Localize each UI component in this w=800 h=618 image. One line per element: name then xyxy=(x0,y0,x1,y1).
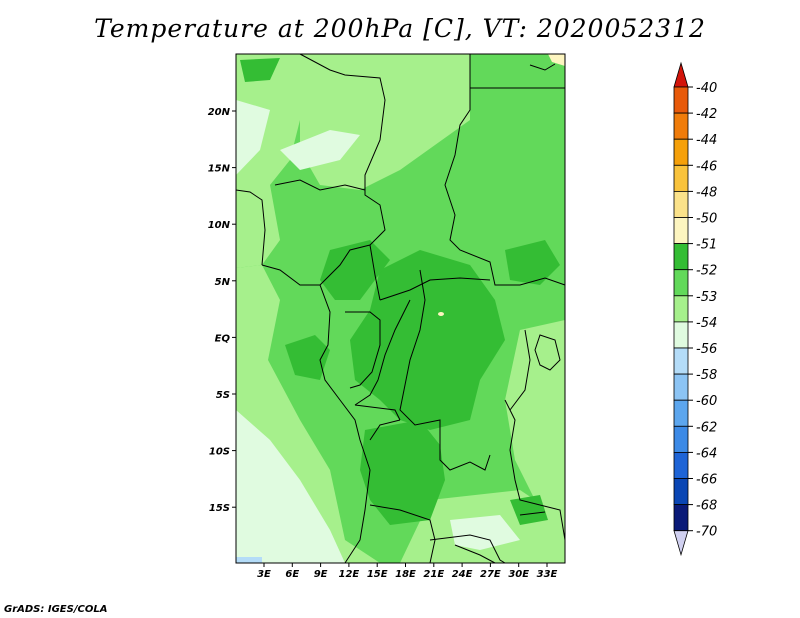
field-zone-warm-corner xyxy=(548,54,565,66)
longitude-labels: 3E 6E 9E 12E 15E 18E 21E 24E 27E 30E 33E xyxy=(257,569,557,580)
field-zone-52-northeast xyxy=(505,240,560,285)
colorbar-label: -46 xyxy=(696,159,717,174)
colorbar-swatch xyxy=(673,295,689,323)
colorbar-swatch xyxy=(673,86,689,114)
lon-label: 6E xyxy=(285,569,299,580)
colorbar-label: -58 xyxy=(696,368,717,383)
colorbar-label: -53 xyxy=(696,290,717,305)
field-zone-52-central xyxy=(350,250,505,430)
lat-label: 20N xyxy=(208,107,231,118)
colorbar-swatch xyxy=(673,138,689,166)
colorbar-bottom-arrow xyxy=(673,530,689,557)
colorbar-swatch xyxy=(673,451,689,479)
lon-label: 27E xyxy=(480,569,501,580)
field-zone-warm-spot xyxy=(438,312,444,316)
lon-label: 3E xyxy=(257,569,271,580)
colorbar-label: -44 xyxy=(696,133,717,148)
colorbar-swatch xyxy=(673,112,689,140)
colorbar-label: -56 xyxy=(696,342,717,357)
chart-title: Temperature at 200hPa [C], VT: 202005231… xyxy=(94,14,706,43)
colorbar-label: -64 xyxy=(696,446,717,461)
latitude-labels: 20N 15N 10N 5N EQ 5S 10S 15S xyxy=(208,107,231,514)
lon-label: 30E xyxy=(508,569,529,580)
colorbar-label: -70 xyxy=(696,525,717,540)
colorbar-label: -42 xyxy=(696,107,717,122)
field-zone-58-corner xyxy=(236,557,262,563)
colorbar-label: -48 xyxy=(696,185,717,200)
lat-label: 10S xyxy=(209,447,230,458)
lat-label: EQ xyxy=(215,333,231,344)
lat-label: 5N xyxy=(215,277,231,288)
field-zone-52-southeast xyxy=(510,495,548,525)
lon-label: 12E xyxy=(339,569,360,580)
colorbar-swatch xyxy=(673,399,689,427)
colorbar-label: -66 xyxy=(696,473,717,488)
lon-label: 9E xyxy=(314,569,328,580)
colorbar-swatch xyxy=(673,321,689,349)
colorbar: -40 -42 -44 -46 -48 -50 -51 -52 -53 -54 -56 -58 -60 -… xyxy=(673,61,717,557)
lat-label: 10N xyxy=(208,220,231,231)
lon-label: 24E xyxy=(452,569,473,580)
map-frame xyxy=(235,53,566,564)
colorbar-swatch xyxy=(673,217,689,245)
colorbar-top-arrow xyxy=(673,61,689,88)
colorbar-label: -62 xyxy=(696,420,717,435)
colorbar-label: -52 xyxy=(696,264,717,279)
field-zone-52-west xyxy=(285,335,330,380)
lat-label: 15S xyxy=(209,503,230,514)
field-zone-56-southeast xyxy=(450,515,520,550)
colorbar-label: -68 xyxy=(696,499,717,514)
lon-label: 21E xyxy=(423,569,444,580)
field-zone-56-southwest xyxy=(236,410,345,563)
field-zone-56-sahara xyxy=(280,130,360,170)
colorbar-label: -51 xyxy=(696,238,717,253)
colorbar-swatch xyxy=(673,164,689,192)
colorbar-swatch xyxy=(673,190,689,218)
colorbar-swatch xyxy=(673,478,689,506)
credit-label: GrADS: IGES/COLA xyxy=(4,604,108,615)
field-zone-52-northwest xyxy=(240,58,280,82)
colorbar-label: -40 xyxy=(696,81,717,96)
colorbar-swatch xyxy=(673,425,689,453)
colorbar-swatch xyxy=(673,373,689,401)
lon-label: 15E xyxy=(367,569,388,580)
colorbar-swatch xyxy=(673,269,689,297)
colorbar-swatch xyxy=(673,243,689,271)
field-zone-56-northwest xyxy=(236,100,270,175)
axis-ticks xyxy=(232,110,548,567)
colorbar-label: -54 xyxy=(696,316,717,331)
country-borders xyxy=(235,53,566,564)
lon-label: 33E xyxy=(537,569,558,580)
colorbar-label: -50 xyxy=(696,212,717,227)
lon-label: 18E xyxy=(395,569,416,580)
colorbar-swatch xyxy=(673,504,689,532)
lat-label: 5S xyxy=(216,390,230,401)
colorbar-label: -60 xyxy=(696,394,717,409)
field-zone-52-north xyxy=(320,240,390,300)
lat-label: 15N xyxy=(208,164,231,175)
colorbar-swatch xyxy=(673,347,689,375)
field-zone-52-south xyxy=(360,420,445,525)
